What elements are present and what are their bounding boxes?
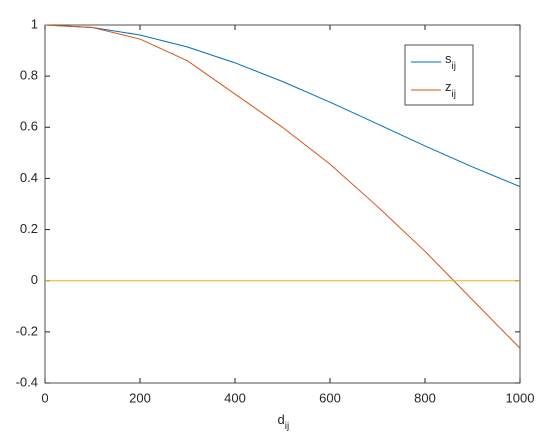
x-tick-label: 400 — [224, 390, 246, 405]
y-tick-label: -0.2 — [16, 323, 38, 338]
y-tick-label: 0.4 — [20, 170, 38, 185]
y-tick-label: 0.8 — [20, 68, 38, 83]
legend-box — [404, 44, 474, 106]
x-axis-label: dij — [278, 412, 290, 431]
legend-main: z — [445, 79, 452, 94]
x-label-sub: ij — [285, 421, 289, 432]
legend-label: sij — [445, 51, 456, 71]
legend-sub: ij — [452, 89, 456, 100]
x-tick-label: 800 — [414, 390, 436, 405]
y-tick-label: -0.4 — [16, 374, 38, 389]
x-tick-label: 600 — [319, 390, 341, 405]
x-tick-label: 0 — [41, 390, 48, 405]
x-tick-label: 200 — [129, 390, 151, 405]
y-tick-label: 0 — [31, 272, 38, 287]
x-label-main: d — [278, 412, 285, 427]
series-line — [44, 24, 521, 349]
y-tick-label: 0.2 — [20, 221, 38, 236]
y-tick-label: 1 — [31, 16, 38, 31]
series-line — [44, 24, 521, 188]
x-tick-label: 1000 — [506, 390, 535, 405]
legend-label: zij — [445, 79, 456, 99]
y-tick-label: 0.6 — [20, 119, 38, 134]
legend-sub: ij — [452, 61, 456, 72]
legend-main: s — [445, 51, 452, 66]
